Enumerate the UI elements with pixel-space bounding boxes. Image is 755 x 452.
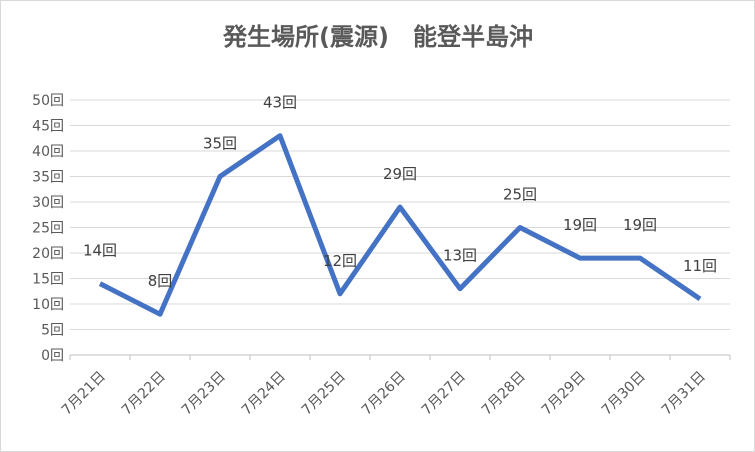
y-tick-label: 0回 [41,348,64,364]
data-label: 35回 [203,135,237,153]
data-label: 14回 [83,242,117,260]
data-label: 12回 [323,252,357,270]
y-tick-label: 10回 [32,297,64,313]
data-label: 11回 [683,257,717,275]
data-line [98,133,702,317]
y-tick-label: 20回 [32,246,64,262]
data-label: 29回 [383,165,417,183]
data-label: 25回 [503,186,537,204]
y-tick-label: 5回 [41,323,64,339]
y-tick-label: 35回 [32,170,64,186]
y-tick-label: 45回 [32,119,64,135]
data-label: 8回 [148,272,173,290]
y-tick-label: 15回 [32,272,64,288]
y-tick-label: 50回 [32,93,64,109]
chart-title: 発生場所(震源) 能登半島沖 [222,23,533,51]
data-label: 19回 [563,216,597,234]
y-tick-label: 40回 [32,144,64,160]
data-label: 13回 [443,247,477,265]
y-tick-label: 25回 [32,221,64,237]
data-label: 43回 [263,94,297,112]
y-tick-label: 30回 [32,195,64,211]
data-label: 19回 [623,216,657,234]
